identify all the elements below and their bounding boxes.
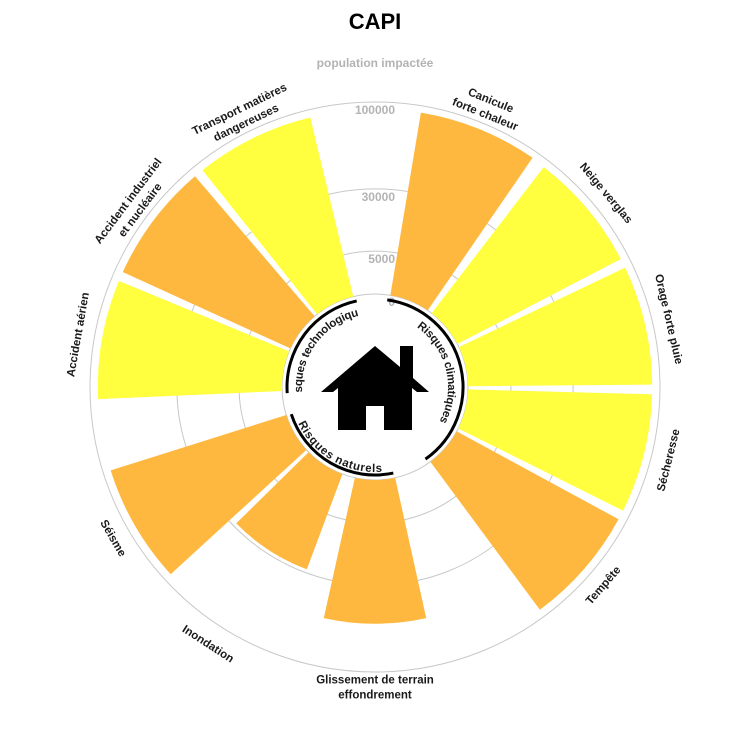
bar [430,431,619,610]
category-label: Inondation [180,623,236,665]
house-icon [321,346,429,430]
group-arc [285,299,358,394]
bar [458,267,653,387]
category-label: Séisme [97,518,128,559]
grid-circle [89,101,661,673]
bar [110,414,307,575]
category-label: Sécheresse [655,428,682,493]
tick-label: 5000 [368,252,395,266]
tick-label: 30000 [362,190,396,204]
tick-label: 100000 [355,103,395,117]
bar [431,167,621,345]
category-label: Accident aérien [65,292,92,378]
group-arc [289,413,394,477]
bar [202,117,354,315]
group-arc [387,298,465,461]
group-label: Risques climatiques [415,320,457,425]
bar-layer [97,112,653,624]
bar [122,176,315,349]
bar [97,280,290,400]
bar [236,452,343,570]
category-label: Tempête [584,564,624,607]
radial-axis-title: population impactée [317,56,434,70]
bar [323,477,427,624]
category-label: Glissement de terrain effondrement [316,675,434,702]
bar [390,112,533,311]
bar [458,389,653,511]
chart-title: CAPI [349,9,402,34]
category-label: Orage forte pluie [652,273,684,365]
